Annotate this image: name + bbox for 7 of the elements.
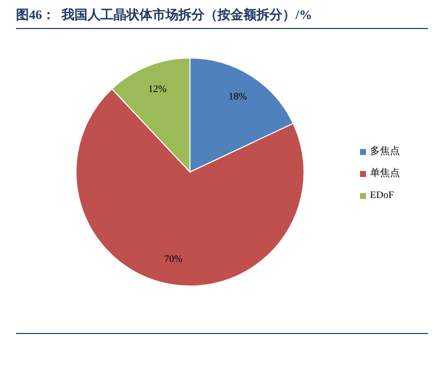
data-label: 18% <box>228 91 247 102</box>
legend-label: 多焦点 <box>370 146 400 157</box>
data-label: 70% <box>164 254 183 265</box>
legend-label: 单焦点 <box>370 168 400 179</box>
legend-label: EDoF <box>370 190 394 201</box>
data-label: 12% <box>148 84 166 95</box>
chart-title: 图46： 我国人工晶状体市场拆分（按金额拆分）/% <box>16 6 428 29</box>
